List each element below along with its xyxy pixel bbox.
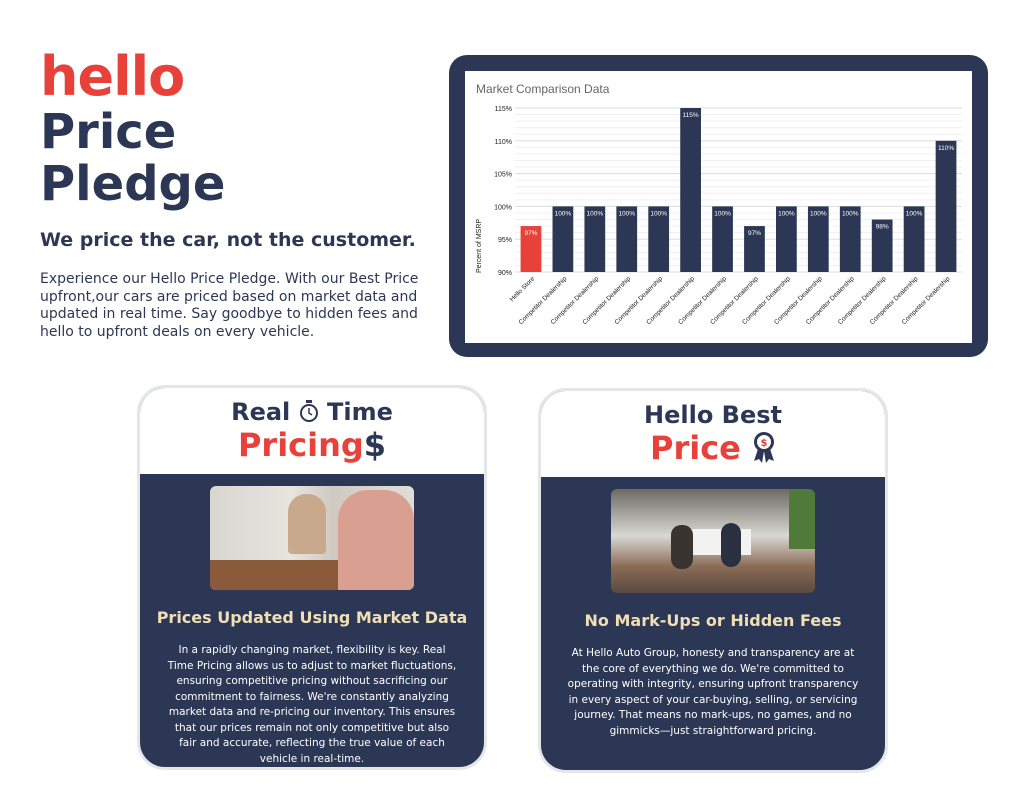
data-label: 97%: [748, 230, 761, 237]
intro-paragraph: Experience our Hello Price Pledge. With …: [40, 271, 419, 340]
bar: [871, 219, 893, 272]
bar: [520, 226, 542, 272]
data-label: 100%: [778, 210, 795, 217]
svg-text:$: $: [761, 438, 768, 449]
data-label: 110%: [938, 145, 954, 152]
card-title-real: Real: [231, 398, 291, 426]
chart-svg: Market Comparison Data Percent of MSRP 9…: [476, 82, 962, 326]
card-title-price: Price: [649, 429, 741, 467]
card-heading: No Mark-Ups or Hidden Fees: [584, 611, 842, 630]
data-label: 100%: [714, 210, 731, 217]
page-title-line2: Pledge: [40, 156, 226, 212]
y-tick-label: 105%: [494, 172, 512, 179]
data-label: 100%: [555, 210, 572, 217]
y-tick-label: 110%: [495, 139, 512, 146]
card-heading: Prices Updated Using Market Data: [156, 608, 468, 627]
card-body: In a rapidly changing market, flexibilit…: [167, 644, 457, 765]
y-tick-label: 115%: [495, 106, 512, 113]
bar: [903, 206, 925, 272]
x-tick-label: Hello Store: [509, 275, 537, 303]
bar: [616, 206, 638, 272]
chart-frame: Market Comparison Data Percent of MSRP 9…: [449, 55, 988, 357]
y-axis-label: Percent of MSRP: [476, 219, 483, 273]
real-time-pricing-card: Real Time Pricing$ Prices Updated Using …: [137, 385, 487, 770]
data-label: 100%: [906, 210, 923, 217]
dealership-office-photo: [611, 489, 815, 593]
bar: [935, 140, 957, 272]
bar: [839, 206, 861, 272]
bar: [584, 206, 606, 272]
chart-title: Market Comparison Data: [476, 82, 610, 96]
card-title-pricing: Pricing: [237, 426, 364, 464]
hello-best-price-card: Hello Best Price $ No Mark-Ups or Hidden…: [538, 388, 888, 773]
bar: [776, 206, 797, 272]
page-title-line1: Price: [40, 104, 177, 160]
stopwatch-icon: [299, 400, 318, 422]
bar: [712, 206, 733, 272]
hello-logo: hello: [40, 45, 185, 108]
data-label: 98%: [876, 224, 889, 231]
data-label: 100%: [650, 210, 667, 217]
data-label: 100%: [810, 210, 827, 217]
award-ribbon-icon: $: [754, 432, 774, 463]
bar: [744, 226, 765, 272]
dollar-icon: $: [363, 426, 387, 464]
y-tick-label: 100%: [494, 204, 512, 211]
market-comparison-chart: Market Comparison Data Percent of MSRP 9…: [465, 71, 972, 343]
tagline: We price the car, not the customer.: [40, 229, 416, 251]
data-label: 115%: [683, 112, 699, 119]
bar: [680, 108, 701, 272]
office-meeting-photo: [210, 486, 414, 590]
bar: [807, 206, 829, 272]
card-body: At Hello Auto Group, honesty and transpa…: [567, 647, 859, 737]
data-label: 100%: [618, 210, 635, 217]
bar: [648, 206, 670, 272]
y-tick-label: 90%: [498, 270, 512, 277]
bar: [552, 206, 574, 272]
data-label: 97%: [524, 230, 537, 237]
y-tick-label: 95%: [498, 237, 512, 244]
data-label: 100%: [842, 210, 859, 217]
card-title-time: Time: [327, 398, 393, 426]
card-title-hello-best: Hello Best: [644, 401, 782, 429]
data-label: 100%: [587, 210, 604, 217]
